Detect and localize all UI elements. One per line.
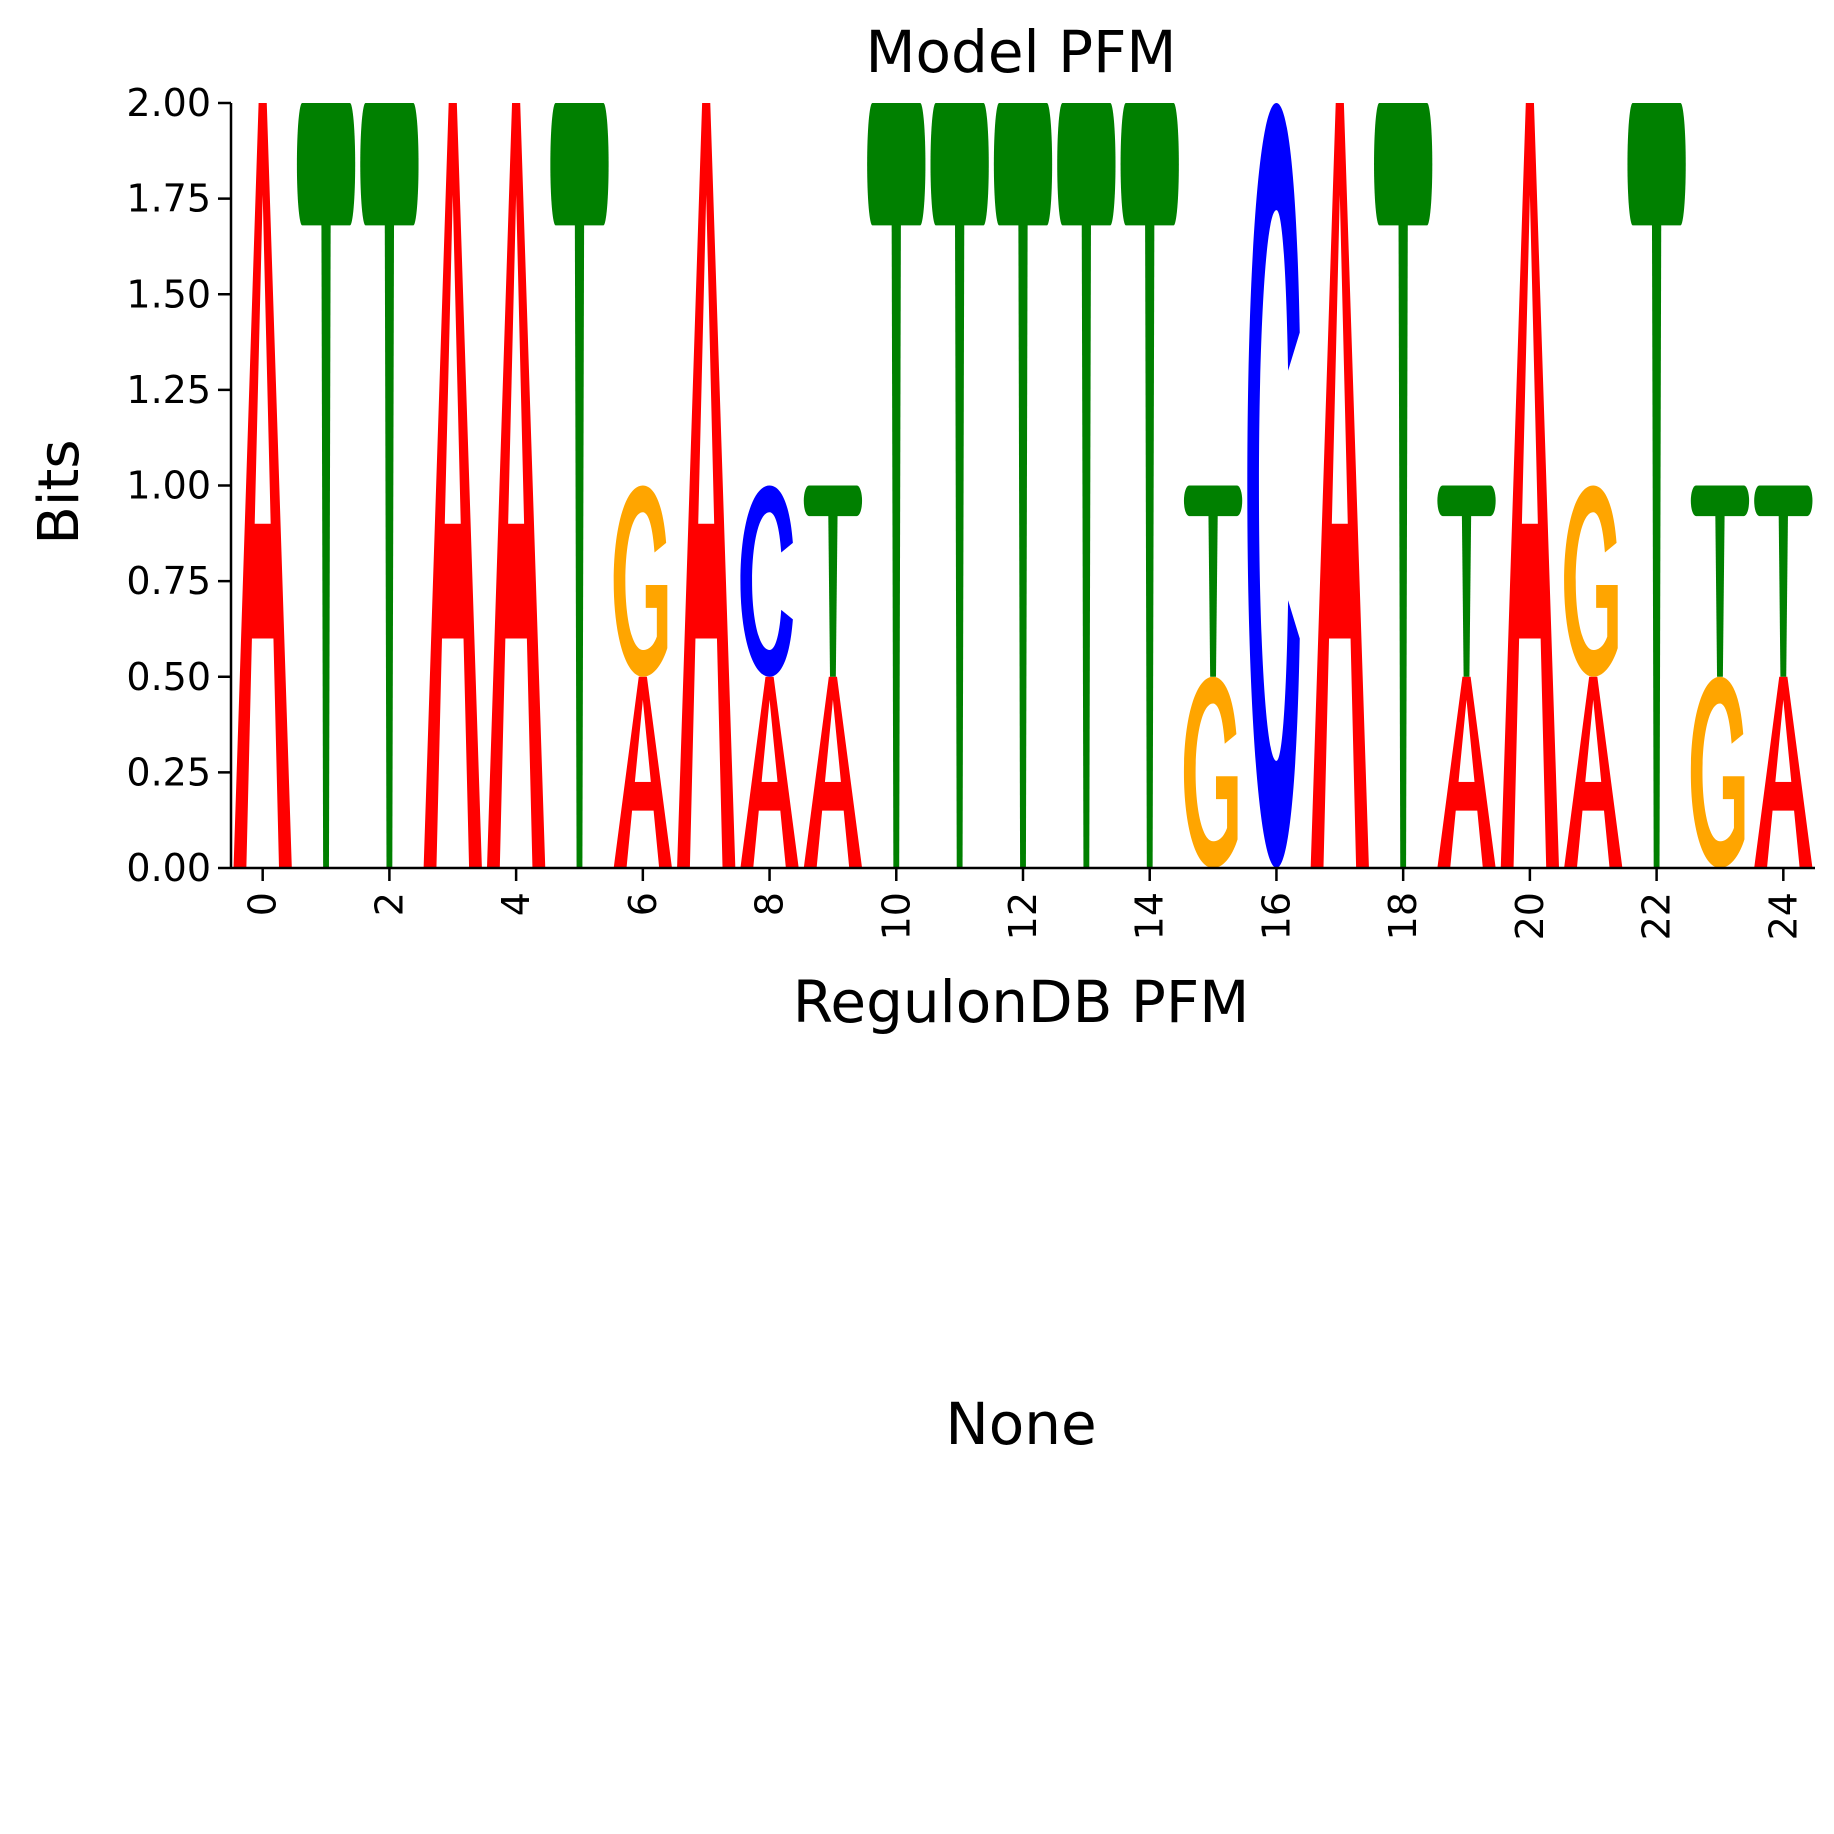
logo-letter-A-pos-6	[613, 676, 672, 868]
logo-letter-T-pos-24	[1754, 485, 1813, 677]
logo-letter-G-pos-23	[1690, 676, 1745, 868]
x-tick-label: 12	[1001, 892, 1045, 940]
y-tick-label: 1.75	[126, 177, 211, 221]
x-tick-label: 22	[1635, 892, 1679, 940]
logo-letter-A-pos-0	[233, 103, 292, 868]
y-tick-label: 0.75	[126, 559, 211, 603]
logo-letter-T-pos-22	[1627, 103, 1686, 869]
bottom-panel-title: None	[945, 1390, 1096, 1458]
logo-letter-T-pos-2	[360, 103, 419, 869]
x-axis: 0 2 4 6 8 10 12 14 16 18 20 22 24	[231, 866, 1815, 940]
logo-letter-T-pos-11	[930, 103, 989, 869]
logo-letter-A-pos-7	[677, 103, 736, 868]
x-tick-label: 14	[1128, 892, 1172, 940]
logo-letter-T-pos-15	[1183, 485, 1243, 677]
logo-letter-T-pos-9	[803, 485, 863, 677]
logo-letter-G-pos-21	[1564, 485, 1618, 677]
x-tick-label: 4	[494, 892, 538, 916]
chart-title: Model PFM	[866, 18, 1177, 86]
x-tick-label: 18	[1381, 892, 1425, 940]
y-tick-label: 1.25	[126, 368, 211, 412]
logo-letter-A-pos-19	[1437, 676, 1496, 868]
x-tick-label: 24	[1761, 892, 1805, 940]
logo-letter-T-pos-5	[550, 103, 609, 869]
y-tick-label: 2.00	[126, 81, 211, 125]
logo-letter-A-pos-8	[740, 676, 799, 868]
logo-letter-T-pos-1	[296, 103, 356, 869]
logo-letter-T-pos-19	[1437, 485, 1496, 677]
y-tick-label: 1.50	[126, 272, 211, 316]
y-tick-label: 0.50	[126, 655, 211, 699]
logo-letter-G-pos-15	[1183, 676, 1238, 868]
x-tick-label: 10	[874, 892, 918, 940]
x-tick-label: 16	[1254, 892, 1298, 940]
logo-letter-A-pos-9	[803, 676, 863, 868]
x-tick-label: 8	[748, 892, 792, 916]
logo-letter-A-pos-17	[1310, 103, 1369, 868]
y-axis-label: Bits	[27, 439, 92, 544]
x-tick-label: 20	[1508, 892, 1552, 940]
logo-letter-A-pos-3	[423, 103, 482, 868]
logo-letters	[233, 103, 1813, 869]
logo-letter-C-pos-8	[740, 485, 793, 677]
x-axis-label: RegulonDB PFM	[793, 968, 1250, 1036]
logo-letter-T-pos-12	[993, 103, 1053, 869]
logo-letter-A-pos-21	[1564, 676, 1623, 868]
logo-letter-T-pos-23	[1690, 485, 1750, 677]
y-axis: 0.00 0.25 0.50 0.75 1.00 1.25 1.50 1.75 2.00	[126, 81, 233, 890]
y-tick-label: 0.00	[126, 846, 211, 890]
logo-letter-A-pos-20	[1500, 103, 1560, 868]
x-tick-label: 6	[621, 892, 665, 916]
logo-letter-T-pos-13	[1057, 103, 1116, 869]
logo-letter-A-pos-24	[1754, 676, 1813, 868]
logo-letter-A-pos-4	[486, 103, 546, 868]
y-tick-label: 0.25	[126, 750, 211, 794]
x-tick-label: 0	[241, 892, 285, 916]
logo-letter-T-pos-14	[1120, 103, 1179, 869]
logo-letter-T-pos-10	[867, 103, 926, 869]
x-tick-label: 2	[367, 892, 411, 916]
logo-letter-C-pos-16	[1247, 103, 1300, 868]
y-tick-label: 1.00	[126, 464, 211, 508]
logo-letter-T-pos-18	[1374, 103, 1433, 869]
logo-letter-G-pos-6	[613, 485, 668, 677]
